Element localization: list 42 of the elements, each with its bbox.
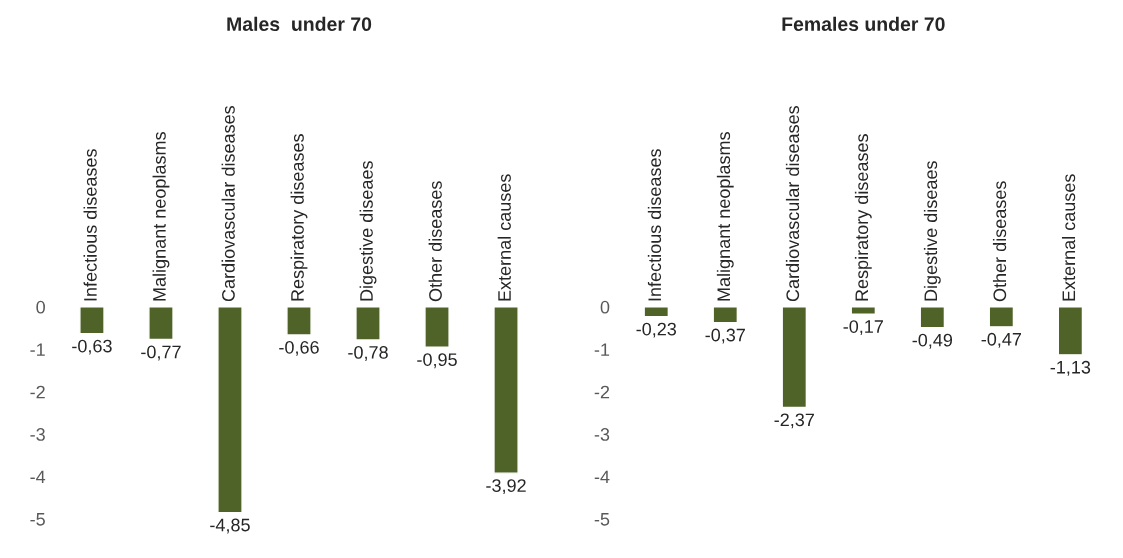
x-tick-label: Infectious diseases — [83, 149, 97, 301]
y-tick-label: -4 — [30, 470, 46, 484]
chart-title: Males under 70 — [227, 16, 372, 32]
data-label: -0,47 — [981, 332, 1022, 348]
x-tick-label: External causes — [497, 174, 511, 301]
data-label: -1,13 — [1050, 360, 1091, 376]
x-tick-label: Digestive diseaes — [359, 161, 377, 301]
y-tick-label: -2 — [594, 385, 610, 399]
x-tick-label: Other diseases — [992, 181, 1007, 302]
y-tick-label: -2 — [30, 385, 45, 399]
y-tick-label: -3 — [594, 428, 610, 441]
data-label: -0,66 — [279, 340, 319, 356]
data-label: -0,77 — [141, 345, 181, 361]
x-tick-label: External causes — [1061, 174, 1076, 301]
x-tick-label: Respiratory diseases — [290, 134, 308, 301]
y-tick-label: 0 — [36, 300, 45, 314]
data-label: -0,37 — [705, 328, 745, 344]
data-label: -0,23 — [636, 322, 677, 338]
y-tick-label: -5 — [30, 513, 45, 526]
data-label: -3,92 — [486, 479, 526, 495]
x-tick-label: Cardiovascular diseases — [785, 105, 800, 302]
x-tick-label: Cardiovascular diseases — [221, 105, 235, 302]
y-tick-label: -5 — [594, 513, 610, 526]
data-label: -0,95 — [417, 353, 457, 369]
data-label: -0,49 — [912, 333, 953, 349]
y-tick-label: -1 — [594, 343, 610, 356]
x-tick-label: Infectious diseases — [647, 149, 662, 301]
data-label: -2,37 — [774, 413, 814, 429]
data-label: -4,85 — [210, 518, 250, 534]
data-label: -0,17 — [843, 320, 883, 336]
y-tick-label: -1 — [30, 343, 45, 356]
x-tick-label: Malignant neoplasms — [152, 132, 170, 301]
data-label: -0,78 — [348, 346, 388, 361]
x-tick-label: Respiratory diseases — [854, 134, 872, 301]
y-tick-label: -4 — [594, 470, 610, 484]
data-label: -0,63 — [72, 339, 112, 355]
y-tick-label: -3 — [30, 428, 45, 441]
x-tick-label: Digestive diseaes — [923, 161, 941, 301]
x-tick-label: Other diseases — [428, 181, 442, 302]
y-tick-label: 0 — [600, 300, 610, 314]
x-tick-label: Malignant neoplasms — [716, 132, 734, 301]
chart-title: Females under 70 — [782, 16, 945, 32]
